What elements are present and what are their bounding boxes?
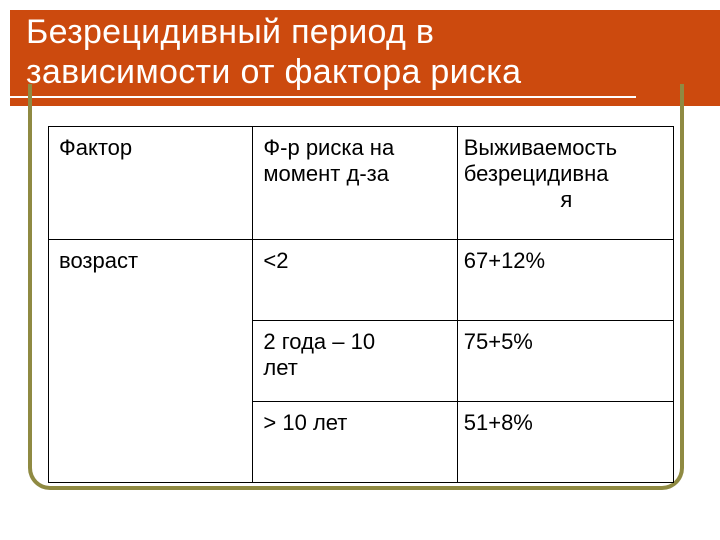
risk-cell: > 10 лет	[252, 401, 458, 483]
table-row: > 10 лет 51+8%	[49, 401, 675, 483]
header-factor: Фактор	[47, 126, 254, 240]
content-frame	[28, 84, 684, 490]
slide-title-line-1: Безрецидивный период в	[26, 13, 435, 51]
header-survival-line-2: безрецидивна	[463, 161, 609, 186]
header-survival-line-3: я	[560, 187, 573, 212]
header-risk-line-1: Ф-р риска на	[263, 135, 395, 160]
factor-cell: возраст	[47, 239, 254, 483]
risk-line-1: 2 года – 10	[263, 329, 376, 354]
title-bar: Безрецидивный период в зависимости от фа…	[0, 0, 720, 108]
data-table: Фактор Ф-р риска на момент д-за Выживаем…	[47, 126, 675, 483]
header-survival-line-1: Выживаемость	[463, 135, 618, 160]
title-underline	[0, 96, 636, 98]
slide-title-line-2: зависимости от фактора риска	[26, 53, 522, 91]
survival-cell: 75+5%	[456, 320, 675, 402]
header-risk: Ф-р риска на момент д-за	[252, 126, 458, 240]
survival-value: 51+8%	[463, 410, 533, 435]
survival-value: 67+12%	[463, 248, 546, 273]
risk-cell: <2	[252, 239, 458, 321]
header-survival: Выживаемость безрецидивна я	[456, 126, 675, 240]
slide-title: Безрецидивный период в зависимости от фа…	[26, 12, 666, 92]
survival-cell: 51+8%	[456, 401, 675, 483]
risk-cell: 2 года – 10 лет	[252, 320, 458, 402]
table-row: возраст <2 67+12%	[47, 239, 675, 483]
survival-value: 75+5%	[463, 329, 533, 354]
header-risk-line-2: момент д-за	[263, 161, 389, 186]
survival-cell: 67+12%	[456, 239, 675, 321]
title-background	[10, 10, 720, 106]
risk-line-2: лет	[263, 355, 298, 380]
table-header-row: Фактор Ф-р риска на момент д-за Выживаем…	[47, 126, 675, 240]
